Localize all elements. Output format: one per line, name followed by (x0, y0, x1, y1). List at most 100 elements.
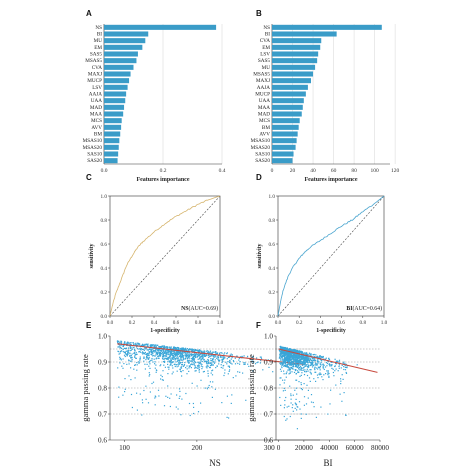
scatter-point (134, 355, 136, 357)
scatter-point (195, 361, 197, 364)
scatter-point (177, 359, 179, 361)
bar (272, 31, 337, 37)
scatter-point (225, 361, 227, 363)
scatter-point (227, 361, 229, 363)
x-tick-label: 0.2 (129, 320, 136, 326)
scatter-point (223, 364, 225, 367)
x-tick-label: 100 (119, 444, 130, 452)
scatter-point (286, 406, 288, 408)
scatter-point (168, 349, 170, 352)
bar (272, 98, 304, 104)
scatter-point (222, 358, 224, 361)
scatter-point (244, 363, 246, 365)
scatter-point (173, 346, 175, 348)
category-label: CVA (92, 65, 103, 71)
scatter-point (214, 361, 216, 363)
scatter-point (193, 359, 195, 361)
scatter-point (292, 410, 294, 412)
scatter-point (202, 358, 204, 360)
scatter-point (124, 347, 126, 350)
scatter-point (294, 402, 296, 404)
bar (104, 118, 122, 124)
bar (104, 38, 146, 44)
scatter-point (306, 364, 308, 366)
bar (272, 64, 316, 70)
scatter-point (136, 346, 138, 348)
scatter-point (327, 370, 329, 372)
scatter-point (158, 346, 160, 348)
scatter-point (125, 353, 127, 355)
scatter-point (133, 343, 135, 345)
scatter-point (298, 359, 300, 362)
scatter-point (299, 408, 301, 410)
scatter-point (318, 373, 320, 375)
scatter-point (228, 365, 230, 367)
scatter-point (314, 355, 316, 358)
scatter-point (286, 349, 289, 351)
scatter-point (155, 345, 157, 347)
scatter-point (123, 344, 125, 346)
scatter-point (178, 362, 180, 364)
scatter-point (149, 351, 151, 353)
scatter-point (157, 344, 159, 346)
scatter-point (174, 355, 176, 357)
scatter-point (326, 362, 328, 365)
scatter-point (316, 363, 318, 365)
scatter-point (200, 360, 202, 362)
scatter-point (230, 354, 232, 357)
scatter-point (191, 349, 193, 351)
scatter-point (212, 358, 214, 360)
scatter-point (169, 364, 171, 366)
scatter-point (291, 364, 293, 366)
scatter-point (161, 379, 163, 381)
scatter-point (181, 361, 183, 364)
scatter-point (196, 385, 198, 387)
roc-curve (109, 195, 221, 317)
scatter-point (295, 360, 297, 362)
scatter-point (194, 367, 196, 369)
scatter-point (168, 356, 170, 358)
scatter-point (139, 351, 141, 353)
scatter-point (338, 364, 340, 366)
scatter-point (299, 375, 301, 377)
scatter-point (210, 372, 212, 374)
scatter-point (310, 373, 312, 375)
scatter-point (160, 352, 163, 354)
scatter-point (212, 355, 214, 357)
scatter-point (212, 364, 214, 366)
category-label: NS (263, 25, 270, 31)
scatter-point (289, 348, 291, 350)
scatter-point (294, 407, 296, 409)
scatter-point (190, 353, 193, 355)
scatter-point (313, 353, 315, 356)
scatter-point (189, 348, 191, 350)
scatter-point (120, 343, 123, 345)
scatter-point (296, 355, 298, 357)
scatter-point (260, 358, 263, 360)
bar (272, 104, 303, 110)
scatter-point (332, 368, 334, 370)
bar (104, 71, 131, 77)
scatter-point (293, 371, 296, 373)
category-label: SAS20 (255, 158, 270, 164)
scatter-point (138, 361, 140, 363)
panel-label: E (86, 321, 92, 330)
scatter-point (341, 400, 343, 402)
scatter-point (173, 361, 175, 363)
scatter-point (152, 344, 154, 346)
scatter-point (148, 372, 150, 374)
scatter-point (288, 357, 290, 360)
scatter-point (300, 417, 302, 419)
scatter-point (325, 373, 327, 375)
scatter-point (341, 364, 343, 366)
scatter-point (123, 363, 125, 365)
scatter-point (122, 348, 124, 350)
scatter-point (229, 369, 231, 371)
bar (272, 71, 314, 77)
scatter-point (142, 353, 144, 355)
scatter-point (130, 355, 132, 357)
scatter-point (135, 344, 137, 346)
scatter-point (187, 360, 189, 362)
scatter-point (316, 364, 319, 366)
